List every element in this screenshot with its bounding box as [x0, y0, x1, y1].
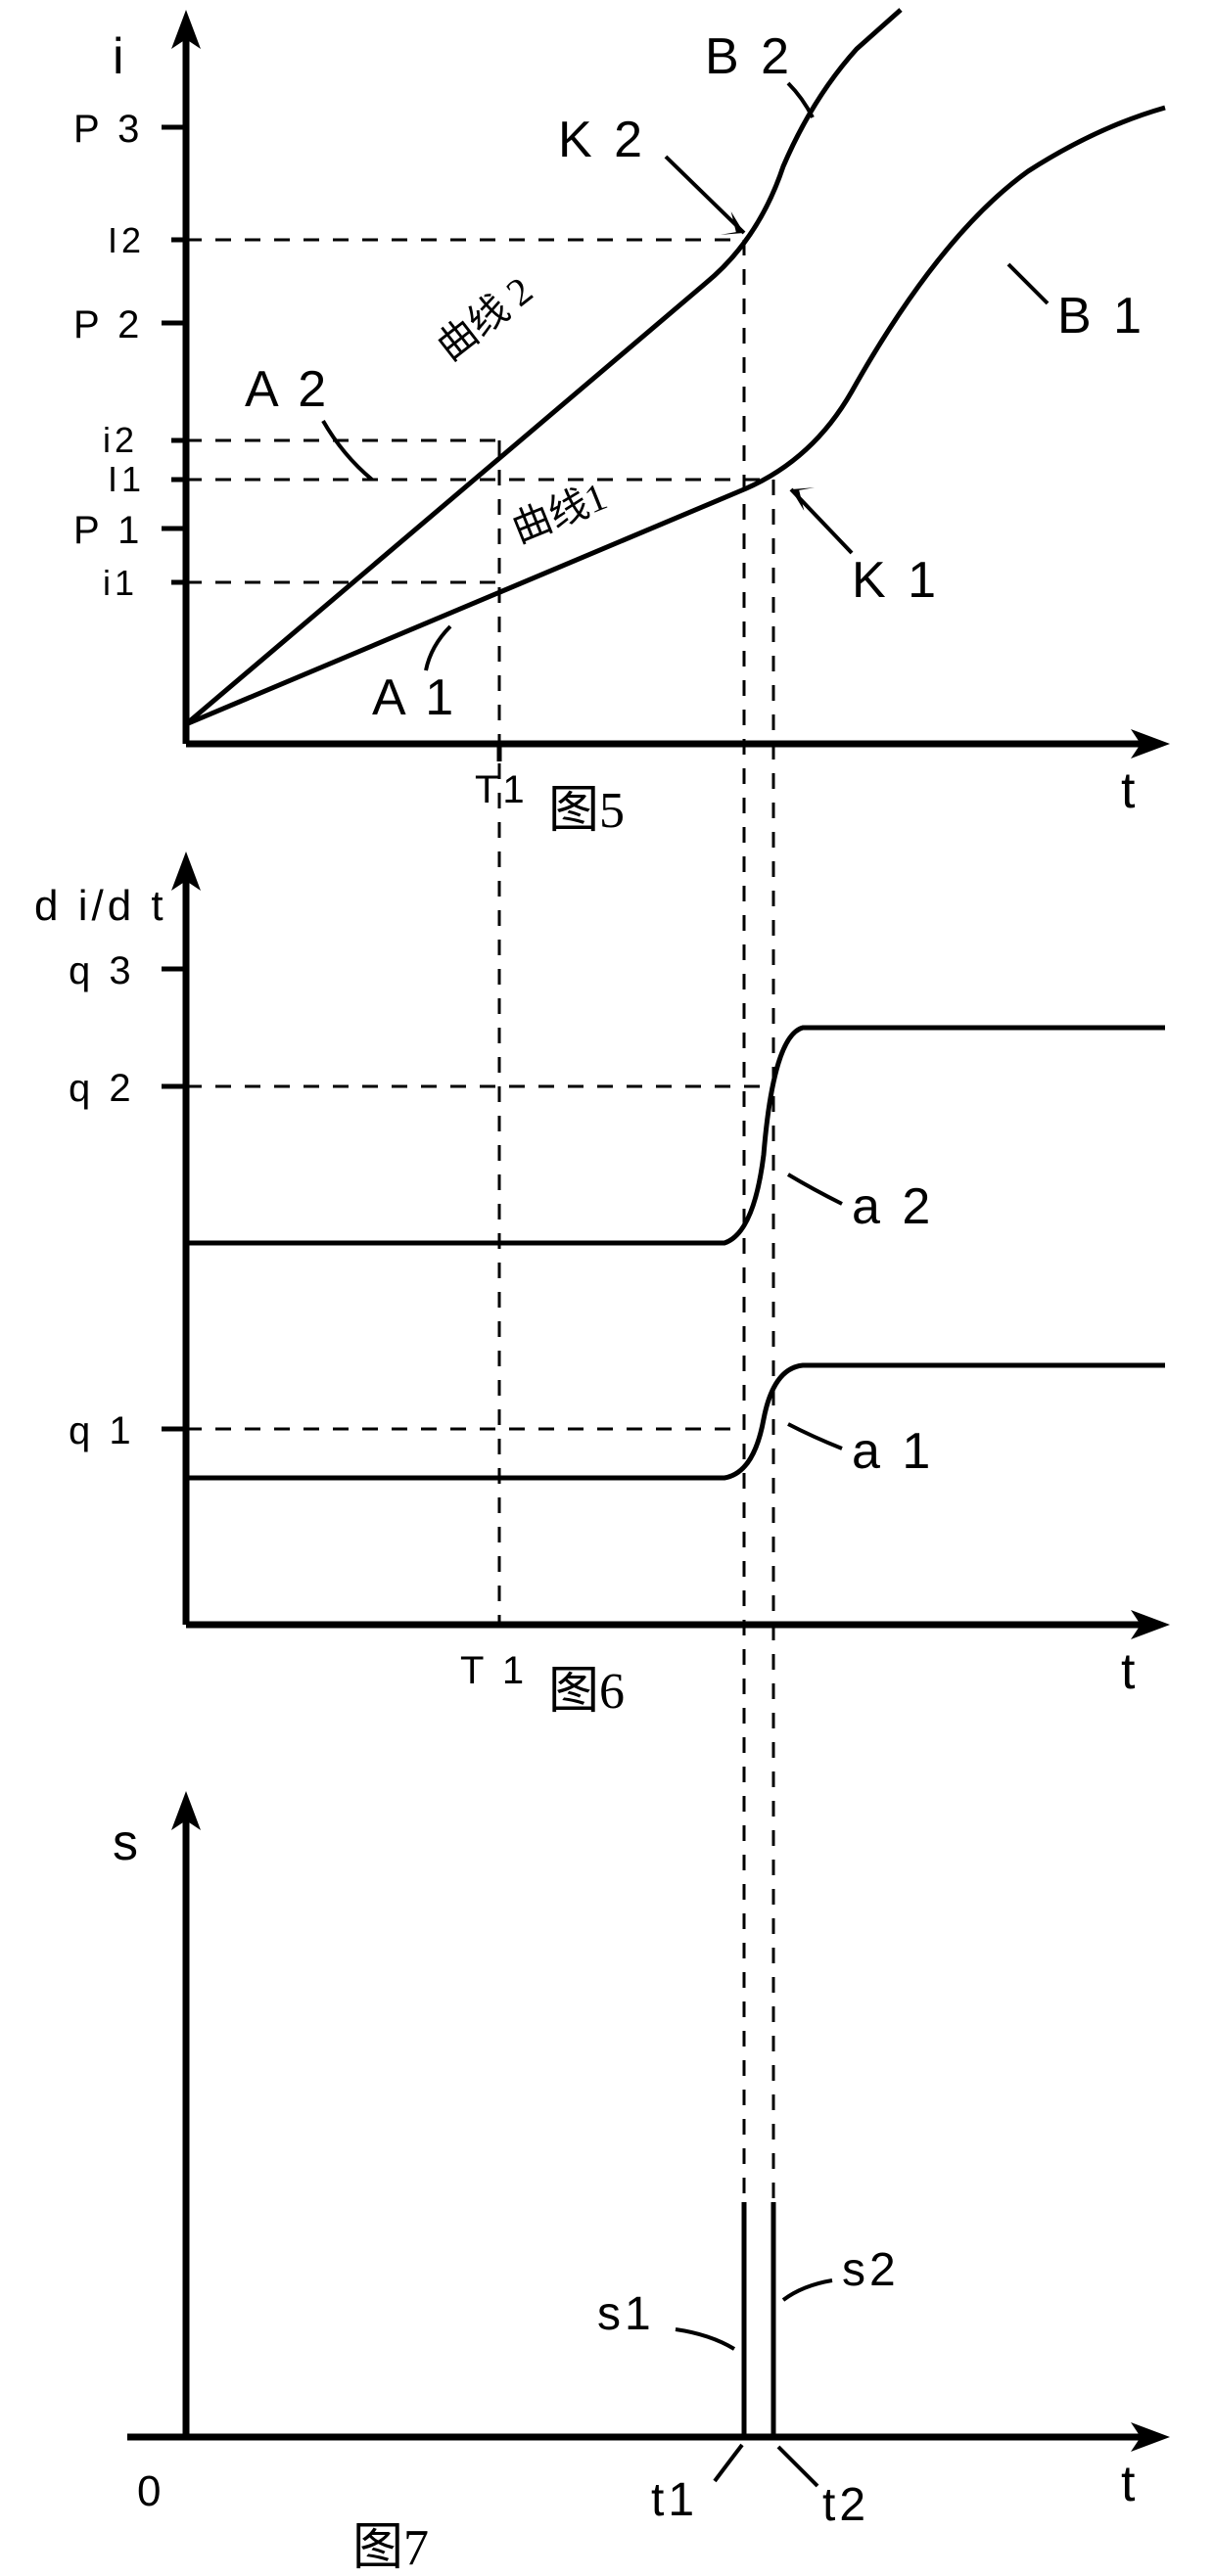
chart7-ylabel: s [113, 1815, 142, 1871]
chart5-A2-pointer [323, 421, 372, 480]
chart5-ylabel: i [113, 28, 128, 85]
chart5-B1-pointer [1008, 264, 1048, 303]
chart5-K2-label: K 2 [558, 112, 646, 168]
chart5-A1-pointer [426, 626, 450, 670]
chart5-tick-p1-label: P 1 [73, 509, 143, 552]
chart5-title: 图5 [548, 783, 625, 839]
chart6-xlabel: t [1121, 1643, 1139, 1700]
chart6-curve-a2 [186, 1028, 1165, 1243]
chart7-xlabel: t [1121, 2456, 1139, 2512]
chart6-a2-pointer [788, 1174, 842, 1204]
chart5: i t P 3 I2 P 2 i2 I1 P 1 i1 T1 曲线 2 曲线1 … [73, 10, 1170, 839]
chart5-A2-label: A 2 [245, 361, 330, 418]
chart6-tick-q3-label: q 3 [69, 949, 135, 992]
chart5-K1-label: K 1 [852, 552, 940, 609]
chart7-t1-label: t1 [651, 2474, 698, 2526]
chart5-tick-p3-label: P 3 [73, 108, 143, 151]
chart6-curve-a1 [186, 1365, 1165, 1478]
chart6-tick-T1-label: T 1 [460, 1649, 528, 1692]
chart7: s t 0 s1 s2 t1 t2 图7 [113, 1791, 1170, 2576]
chart5-tick-i2-label: i2 [103, 420, 138, 460]
chart6-a1-pointer [788, 1424, 842, 1449]
chart6-title: 图6 [548, 1664, 625, 1720]
chart5-tick-p2-label: P 2 [73, 303, 143, 346]
chart5-A1-label: A 1 [372, 669, 457, 726]
chart5-tick-I1-label: I1 [108, 459, 145, 499]
diagram-svg: i t P 3 I2 P 2 i2 I1 P 1 i1 T1 曲线 2 曲线1 … [0, 0, 1214, 2576]
chart7-t1-pointer [715, 2445, 742, 2481]
chart7-origin: 0 [137, 2467, 164, 2515]
chart7-s2-pointer [783, 2280, 832, 2300]
chart5-B2-label: B 2 [705, 28, 793, 85]
chart5-curve1 [186, 108, 1165, 724]
chart7-s2-label: s2 [842, 2244, 900, 2296]
chart7-t2-pointer [778, 2447, 817, 2486]
chart7-s1-label: s1 [597, 2288, 655, 2340]
chart7-s1-pointer [676, 2329, 734, 2349]
diagram-container: i t P 3 I2 P 2 i2 I1 P 1 i1 T1 曲线 2 曲线1 … [0, 0, 1214, 2576]
chart5-tick-i1-label: i1 [103, 563, 138, 603]
chart6-tick-q1-label: q 1 [69, 1409, 135, 1452]
chart7-t2-label: t2 [822, 2479, 869, 2531]
chart5-tick-T1-label: T1 [475, 768, 529, 811]
chart6-tick-q2-label: q 2 [69, 1067, 135, 1110]
chart5-xlabel: t [1121, 762, 1139, 819]
chart5-B2-pointer [788, 83, 813, 117]
chart5-K2-pointer [666, 157, 744, 233]
chart6: d i/d t t q 3 q 2 q 1 T 1 a 2 a 1 图6 [34, 851, 1170, 1720]
chart5-curve2-label: 曲线 2 [429, 268, 540, 369]
chart6-ylabel: d i/d t [34, 882, 167, 930]
chart5-B1-label: B 1 [1057, 288, 1145, 345]
chart7-title: 图7 [352, 2520, 429, 2576]
chart5-curve1-label: 曲线1 [506, 474, 614, 551]
chart6-a2-label: a 2 [852, 1178, 934, 1235]
chart6-a1-label: a 1 [852, 1423, 934, 1480]
chart5-tick-I2-label: I2 [108, 220, 145, 260]
